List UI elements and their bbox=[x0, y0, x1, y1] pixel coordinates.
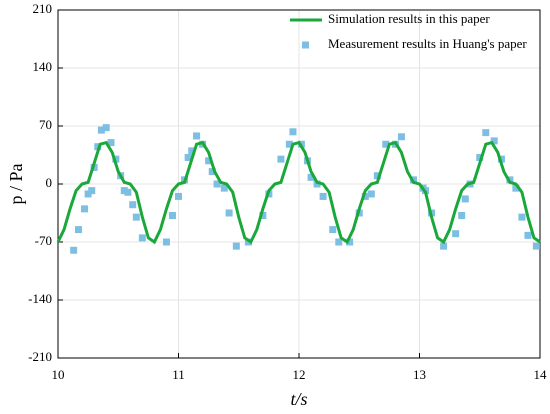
x-axis-label: t/s bbox=[290, 389, 307, 409]
point bbox=[452, 230, 460, 238]
point bbox=[168, 211, 176, 219]
point bbox=[84, 190, 92, 198]
point bbox=[88, 187, 96, 195]
point bbox=[335, 238, 343, 246]
x-tick-label: 14 bbox=[534, 367, 548, 382]
point bbox=[285, 140, 293, 148]
point bbox=[440, 242, 448, 250]
y-axis-label: p / Pa bbox=[6, 163, 26, 204]
point bbox=[397, 133, 405, 141]
point bbox=[373, 172, 381, 180]
point bbox=[184, 153, 192, 161]
point bbox=[361, 192, 369, 200]
y-tick-label: -210 bbox=[28, 349, 52, 364]
y-tick-label: -70 bbox=[35, 233, 52, 248]
point bbox=[70, 246, 78, 254]
y-tick-label: 0 bbox=[46, 175, 53, 190]
y-tick-label: 140 bbox=[33, 59, 53, 74]
point bbox=[259, 211, 267, 219]
x-tick-label: 11 bbox=[172, 367, 185, 382]
plot-frame bbox=[57, 9, 541, 359]
x-tick-label: 10 bbox=[52, 367, 65, 382]
point bbox=[461, 195, 469, 203]
point bbox=[188, 147, 196, 155]
point bbox=[313, 180, 321, 188]
point bbox=[319, 192, 327, 200]
point bbox=[205, 157, 213, 165]
y-tick-label: -140 bbox=[28, 291, 52, 306]
point bbox=[289, 128, 297, 136]
point bbox=[532, 242, 540, 250]
point bbox=[482, 129, 490, 137]
point bbox=[225, 209, 233, 217]
point bbox=[124, 188, 132, 196]
point bbox=[277, 155, 285, 163]
point bbox=[512, 184, 520, 192]
x-tick-label: 12 bbox=[293, 367, 306, 382]
point bbox=[102, 124, 110, 132]
point bbox=[346, 238, 354, 246]
point bbox=[518, 213, 526, 221]
point bbox=[490, 137, 498, 145]
point bbox=[220, 184, 228, 192]
point bbox=[132, 213, 140, 221]
point bbox=[162, 238, 170, 246]
legend-marker bbox=[302, 41, 309, 49]
point bbox=[213, 180, 221, 188]
y-tick-label: 210 bbox=[33, 1, 53, 16]
point bbox=[94, 143, 102, 151]
line bbox=[56, 140, 541, 245]
point bbox=[81, 205, 89, 213]
legend-label: Simulation results in this paper bbox=[328, 11, 490, 26]
point bbox=[524, 231, 532, 239]
legend-label: Measurement results in Huang's paper bbox=[328, 36, 527, 51]
point bbox=[138, 234, 146, 242]
point bbox=[307, 173, 315, 181]
point bbox=[120, 187, 128, 195]
y-tick-label: 70 bbox=[39, 117, 52, 132]
point bbox=[232, 242, 240, 250]
point bbox=[329, 226, 337, 234]
point bbox=[97, 126, 105, 134]
point bbox=[382, 140, 390, 148]
point bbox=[193, 132, 201, 140]
point bbox=[367, 190, 375, 198]
point bbox=[175, 192, 182, 200]
point bbox=[129, 201, 137, 209]
x-tick-label: 13 bbox=[413, 367, 426, 382]
point bbox=[476, 153, 484, 161]
point bbox=[208, 168, 216, 176]
point bbox=[74, 226, 82, 234]
point bbox=[107, 139, 115, 147]
point bbox=[458, 211, 466, 219]
